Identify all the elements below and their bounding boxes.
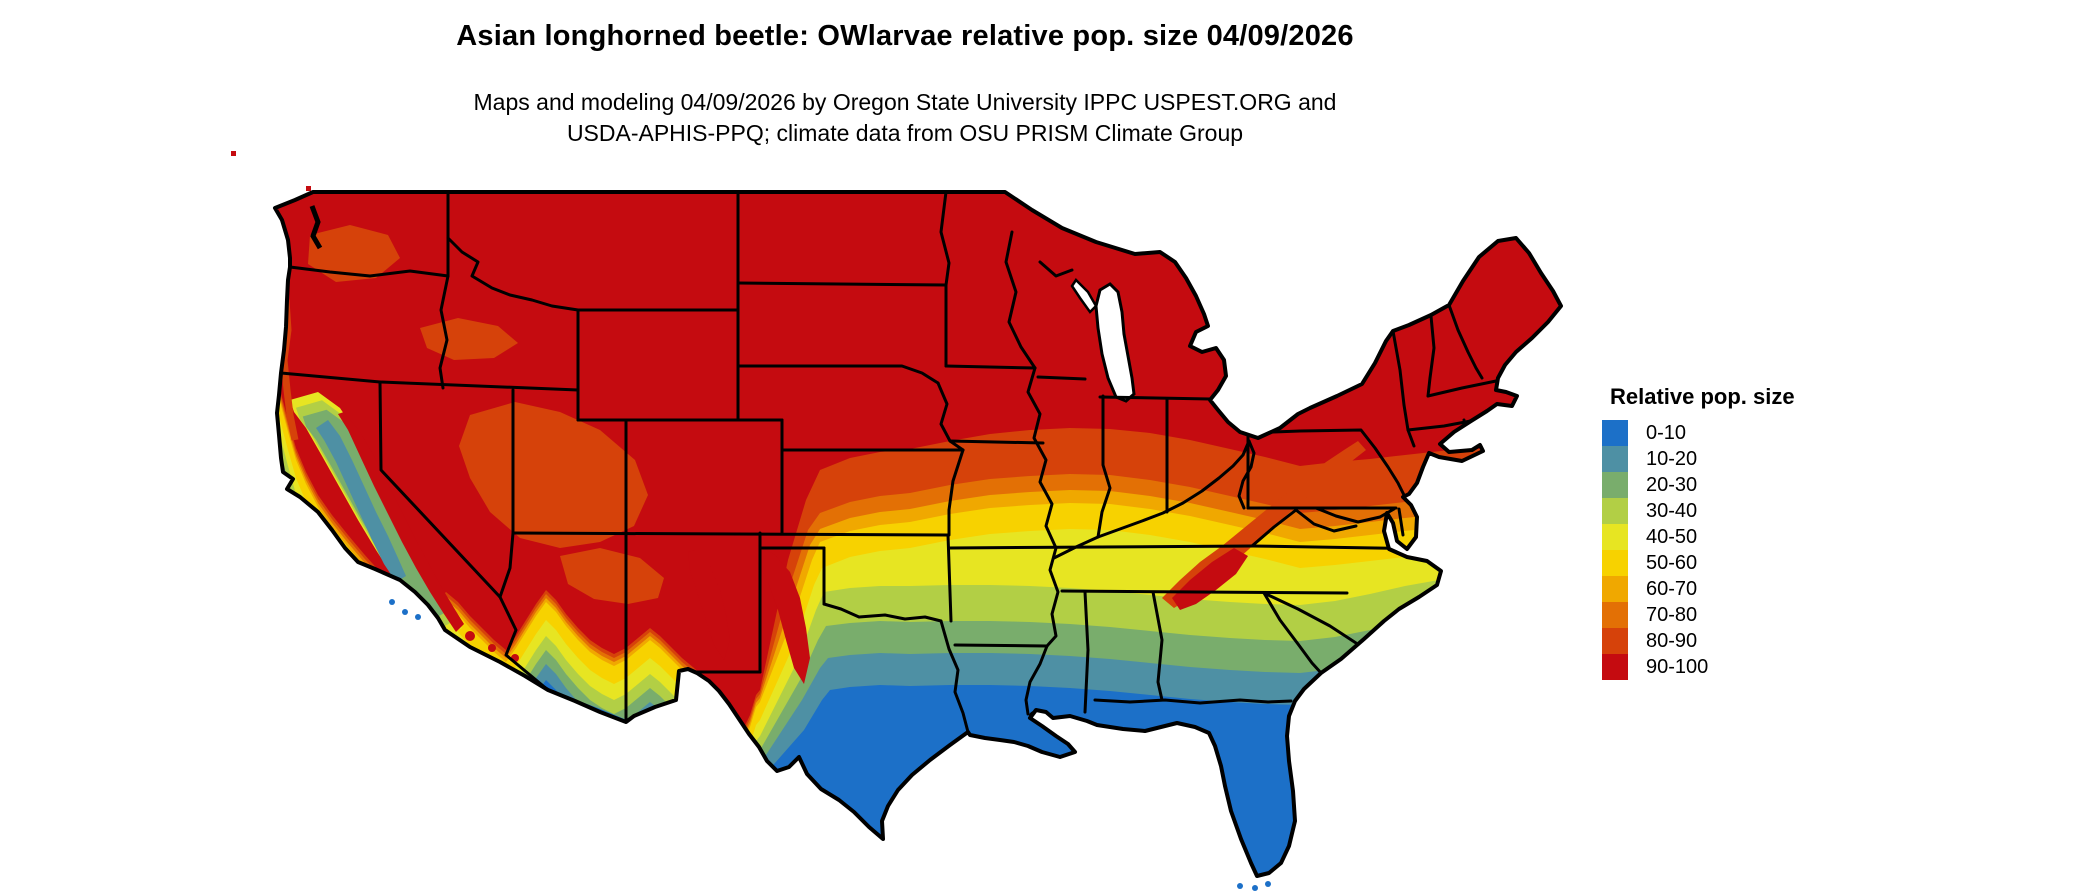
legend-swatch [1602,446,1628,472]
legend-label: 10-20 [1646,448,1698,470]
legend-row: 70-80 [1602,602,1842,628]
legend-row: 60-70 [1602,576,1842,602]
legend-row: 40-50 [1602,524,1842,550]
map-subtitle: Maps and modeling 04/09/2026 by Oregon S… [0,87,1810,149]
legend-swatch [1602,524,1628,550]
map-subtitle-line1: Maps and modeling 04/09/2026 by Oregon S… [473,89,1337,115]
legend-row: 90-100 [1602,654,1842,680]
legend-swatch [1602,498,1628,524]
legend-row: 10-20 [1602,446,1842,472]
legend-row: 20-30 [1602,472,1842,498]
legend-swatch [1602,602,1628,628]
legend: Relative pop. size 0-10 10-20 20-30 30-40 40… [1602,384,1842,680]
legend-label: 50-60 [1646,552,1698,574]
legend-label: 40-50 [1646,526,1698,548]
legend-entries: 0-10 10-20 20-30 30-40 40-50 50-60 60-70 70-80 8… [1602,420,1842,680]
legend-swatch [1602,420,1628,446]
map-subtitle-line2: USDA-APHIS-PPQ; climate data from OSU PR… [566,120,1244,146]
legend-swatch [1602,628,1628,654]
legend-swatch [1602,576,1628,602]
legend-row: 50-60 [1602,550,1842,576]
legend-row: 80-90 [1602,628,1842,654]
legend-title: Relative pop. size [1610,384,1795,409]
legend-label: 70-80 [1646,604,1698,626]
legend-swatch [1602,472,1628,498]
legend-row: 30-40 [1602,498,1842,524]
legend-label: 90-100 [1646,656,1709,678]
legend-label: 60-70 [1646,578,1698,600]
legend-label: 30-40 [1646,500,1698,522]
legend-label: 0-10 [1646,422,1687,444]
legend-swatch [1602,654,1628,680]
legend-swatch [1602,550,1628,576]
legend-row: 0-10 [1602,420,1842,446]
legend-label: 80-90 [1646,630,1698,652]
map-title: Asian longhorned beetle: OWlarvae relati… [456,20,1354,52]
legend-label: 20-30 [1646,474,1698,496]
